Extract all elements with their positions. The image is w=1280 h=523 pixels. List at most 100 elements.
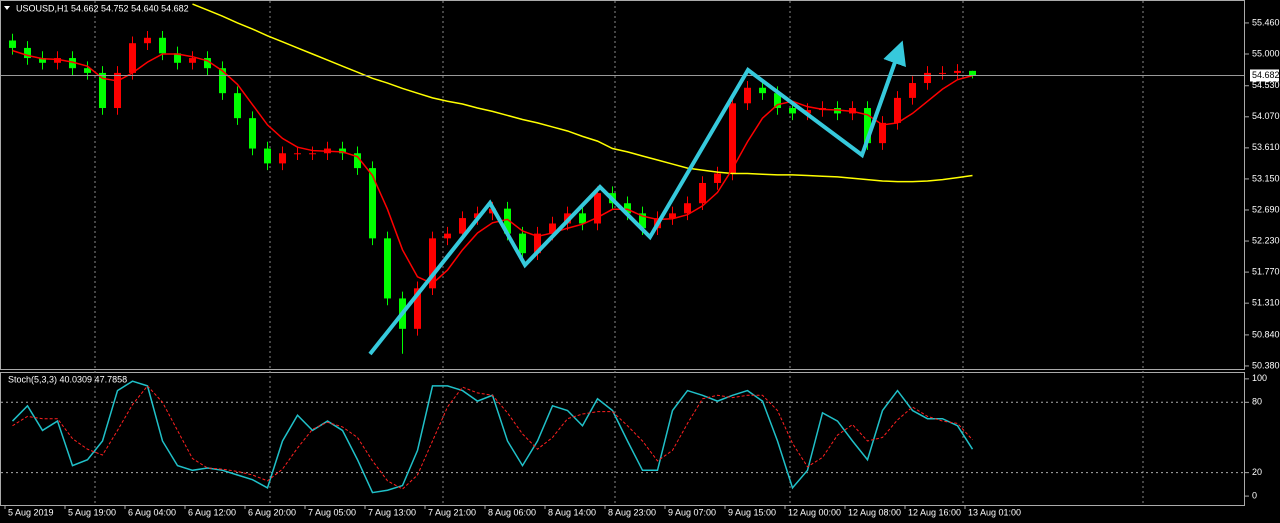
- candle-body: [114, 72, 121, 109]
- candle-body: [174, 53, 181, 63]
- candle-body: [789, 108, 796, 114]
- candle-body: [189, 58, 196, 63]
- x-tick-label: 6 Aug 20:00: [248, 507, 296, 517]
- candle-body: [744, 87, 751, 104]
- y-tick-label: 0: [1252, 490, 1257, 500]
- current-price-label: 54.682: [1252, 70, 1280, 80]
- candle-body: [924, 72, 931, 84]
- x-tick-label: 7 Aug 13:00: [368, 507, 416, 517]
- y-tick-label: 51.770: [1252, 266, 1280, 276]
- y-tick-label: 20: [1252, 467, 1262, 477]
- candle-body: [249, 118, 256, 149]
- stoch-title: Stoch(5,3,3) 40.0309 47.7858: [8, 374, 127, 384]
- candle-body: [444, 233, 451, 239]
- candle-body: [624, 203, 631, 214]
- candle-body: [414, 288, 421, 329]
- candle-body: [714, 173, 721, 183]
- candle-body: [879, 122, 886, 144]
- candle-body: [354, 153, 361, 169]
- candle-body: [774, 93, 781, 109]
- x-tick-label: 7 Aug 05:00: [308, 507, 356, 517]
- candle-body: [954, 70, 961, 73]
- candle-body: [39, 58, 46, 63]
- candle-body: [549, 223, 556, 234]
- candle-body: [729, 103, 736, 174]
- x-tick-label: 6 Aug 12:00: [188, 507, 236, 517]
- candle-body: [969, 70, 976, 76]
- candle-body: [579, 213, 586, 224]
- candle-body: [534, 233, 541, 254]
- x-tick-label: 9 Aug 07:00: [668, 507, 716, 517]
- candle-body: [309, 153, 316, 155]
- y-tick-label: 50.840: [1252, 329, 1280, 339]
- candle-body: [384, 238, 391, 299]
- x-tick-label: 5 Aug 2019: [8, 507, 54, 517]
- candle-body: [939, 72, 946, 74]
- candle-body: [369, 168, 376, 239]
- candle-body: [264, 148, 271, 164]
- x-tick-label: 8 Aug 14:00: [548, 507, 596, 517]
- candle-body: [99, 72, 106, 109]
- indicator-line: [12, 385, 973, 490]
- y-tick-label: 53.610: [1252, 142, 1280, 152]
- menu-triangle: [4, 6, 10, 10]
- stoch-panel-frame: [0, 372, 1245, 506]
- candle-body: [279, 153, 286, 164]
- y-tick-label: 55.000: [1252, 48, 1280, 58]
- y-tick-label: 100: [1252, 373, 1267, 383]
- candle-body: [909, 83, 916, 98]
- x-tick-label: 8 Aug 23:00: [608, 507, 656, 517]
- price-plot: [1, 3, 1244, 354]
- x-tick-label: 6 Aug 04:00: [128, 507, 176, 517]
- period-separators: [94, 1, 1144, 505]
- candle-body: [24, 47, 31, 59]
- candle-body: [339, 148, 346, 154]
- y-tick-label: 50.380: [1252, 360, 1280, 370]
- candle-body: [519, 233, 526, 254]
- candle-body: [159, 37, 166, 54]
- x-tick-label: 8 Aug 06:00: [488, 507, 536, 517]
- y-tick-label: 54.070: [1252, 111, 1280, 121]
- candle-body: [669, 213, 676, 219]
- candle-body: [129, 43, 136, 73]
- candle-body: [69, 58, 76, 69]
- x-tick-label: 7 Aug 21:00: [428, 507, 476, 517]
- zigzag-annotation: [368, 40, 906, 356]
- current-price-box: [1250, 69, 1279, 82]
- y-tick-label: 54.530: [1252, 80, 1280, 90]
- stoch-plot: [1, 380, 1244, 494]
- candle-body: [504, 208, 511, 234]
- candle-body: [54, 58, 61, 63]
- candle-body: [84, 68, 91, 73]
- candle-body: [219, 68, 226, 94]
- price-panel-frame: [0, 0, 1245, 370]
- candle-body: [894, 97, 901, 123]
- candle-body: [459, 218, 466, 234]
- candle-body: [144, 37, 151, 44]
- candle-body: [684, 203, 691, 214]
- x-tick-label: 12 Aug 08:00: [848, 507, 901, 517]
- y-tick-label: 51.310: [1252, 298, 1280, 308]
- candle-body: [234, 93, 241, 119]
- y-tick-label: 52.230: [1252, 235, 1280, 245]
- price-title: USOUSD,H1 54.662 54.752 54.640 54.682: [16, 3, 189, 13]
- axes: 55.460 55.000 54.530 54.070 53.610 53.150 52.6…: [4, 17, 1280, 517]
- x-tick-label: 12 Aug 00:00: [788, 507, 841, 517]
- candle-body: [594, 193, 601, 224]
- candle-body: [294, 153, 301, 155]
- candle-body: [864, 108, 871, 144]
- indicator-line: [12, 49, 973, 285]
- x-tick-label: 9 Aug 15:00: [728, 507, 776, 517]
- x-tick-label: 12 Aug 16:00: [908, 507, 961, 517]
- y-tick-label: 52.690: [1252, 204, 1280, 214]
- candle-body: [804, 110, 811, 114]
- y-tick-label: 53.150: [1252, 173, 1280, 183]
- indicator-line: [192, 3, 973, 183]
- x-tick-label: 5 Aug 19:00: [68, 507, 116, 517]
- candle-body: [9, 40, 16, 48]
- y-tick-label: 55.460: [1252, 17, 1280, 27]
- x-tick-label: 13 Aug 01:00: [968, 507, 1021, 517]
- candle-body: [204, 58, 211, 69]
- candle-body: [759, 87, 766, 94]
